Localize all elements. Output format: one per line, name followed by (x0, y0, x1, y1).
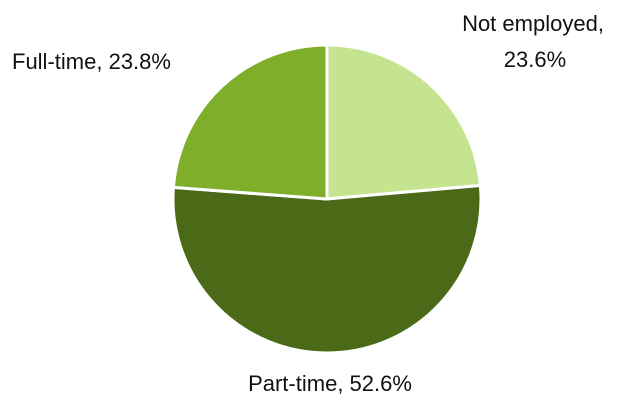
pie-slice-full-time (171, 43, 329, 201)
slice-label-percent: 52.6% (350, 371, 412, 396)
pie-slice-part-time (171, 183, 483, 355)
pie-slice-not-employed (325, 43, 482, 201)
slice-label-name: Part-time (248, 371, 337, 396)
pie-slices (171, 43, 483, 355)
slice-label-name: Not employed (462, 11, 598, 36)
slice-value-not-employed: 23.6% (504, 47, 566, 72)
slice-label-name: Full-time (12, 49, 96, 74)
pie-labels: Not employed, 23.6% Full-time, 23.8% Par… (12, 11, 604, 396)
slice-label-part-time: Part-time, 52.6% (248, 371, 412, 396)
slice-label-full-time: Full-time, 23.8% (12, 49, 171, 74)
slice-label-not-employed: Not employed, (462, 11, 604, 36)
slice-label-percent: 23.8% (109, 49, 171, 74)
